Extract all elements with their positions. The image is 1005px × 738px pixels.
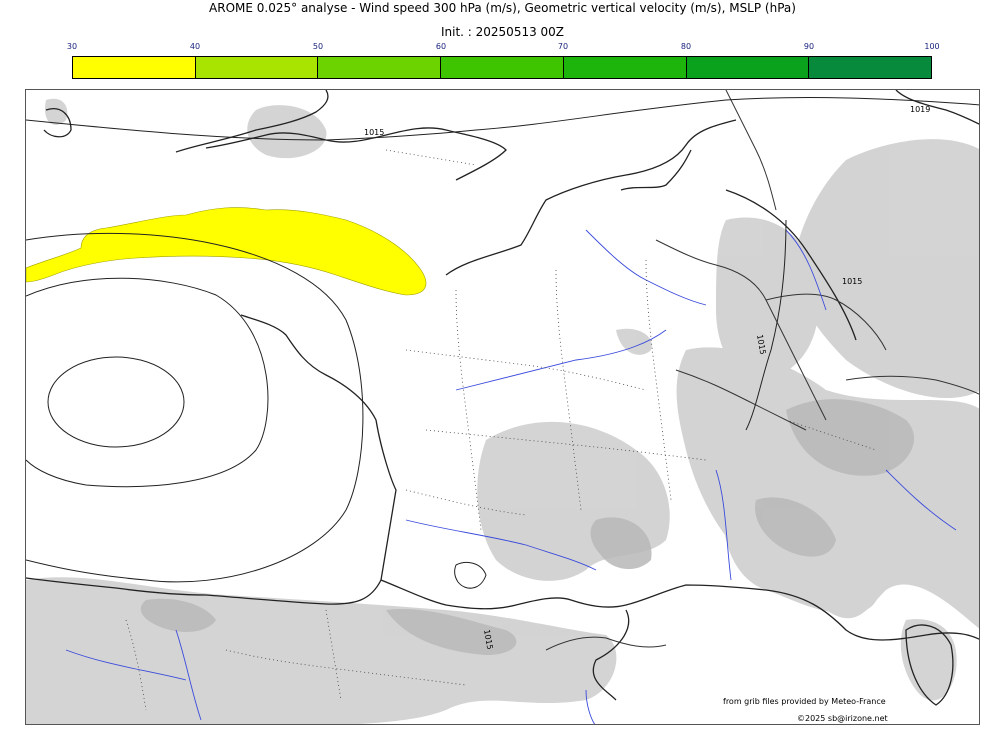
country-borders (545, 90, 979, 651)
colorbar-tick-label: 70 (557, 42, 569, 51)
colorbar-segment-90-100 (809, 57, 932, 78)
copyright-credit: ©2025 sb@irizone.net (797, 714, 888, 723)
wind-speed-band (26, 207, 427, 296)
vertical-velocity-shading-dark (140, 399, 915, 655)
colorbar-segment-30-40 (73, 57, 196, 78)
chart-title: AROME 0.025° analyse - Wind speed 300 hP… (209, 1, 796, 15)
colorbar-tick-label: 90 (803, 42, 815, 51)
init-time: Init. : 20250513 00Z (440, 25, 565, 39)
isobar-label: 1015 (364, 128, 384, 137)
data-source-credit: from grib files provided by Meteo-France (723, 697, 886, 706)
isobar-label: 1019 (910, 105, 930, 114)
colorbar-tick-label: 80 (680, 42, 692, 51)
colorbar-segment-50-60 (318, 57, 442, 78)
regional-borders (125, 149, 877, 711)
colorbar-tick-label: 30 (66, 42, 78, 51)
isobar-label: 1015 (842, 277, 862, 286)
colorbar-tick-label: 60 (435, 42, 447, 51)
isobar-label: 1015 (482, 629, 494, 651)
map-canvas: 1015 1019 1015 1015 1015 (26, 90, 979, 724)
colorbar-segment-80-90 (686, 57, 810, 78)
colorbar-segment-70-80 (563, 57, 687, 78)
colorbar-segment-60-70 (441, 57, 564, 78)
weather-map: 1015 1019 1015 1015 1015 (25, 89, 980, 725)
isobar-label: 1015 (755, 334, 767, 356)
isobars (26, 97, 979, 589)
isobar-low-center (47, 356, 185, 448)
colorbar (72, 56, 932, 79)
coastlines (26, 90, 979, 706)
colorbar-segment-40-50 (195, 57, 319, 78)
colorbar-tick-label: 100 (924, 42, 940, 51)
colorbar-tick-label: 40 (189, 42, 201, 51)
rivers (65, 229, 957, 724)
colorbar-tick-label: 50 (312, 42, 324, 51)
